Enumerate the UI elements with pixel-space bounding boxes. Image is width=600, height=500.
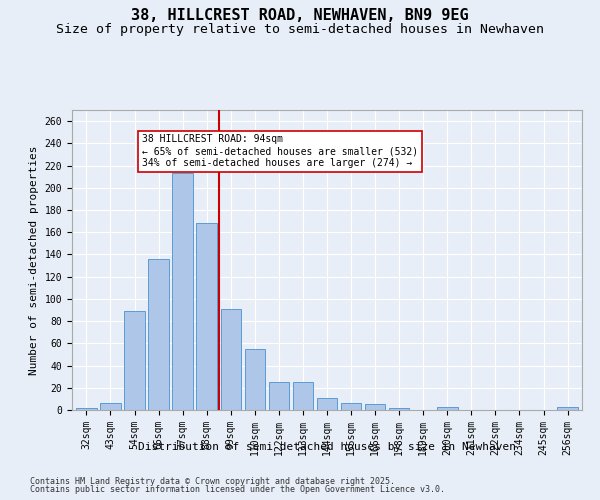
Bar xyxy=(245,349,265,410)
Bar xyxy=(124,311,145,410)
Bar xyxy=(557,406,578,410)
Text: 38 HILLCREST ROAD: 94sqm
← 65% of semi-detached houses are smaller (532)
34% of : 38 HILLCREST ROAD: 94sqm ← 65% of semi-d… xyxy=(142,134,418,168)
Text: 38, HILLCREST ROAD, NEWHAVEN, BN9 9EG: 38, HILLCREST ROAD, NEWHAVEN, BN9 9EG xyxy=(131,8,469,22)
Bar xyxy=(365,404,385,410)
Bar xyxy=(317,398,337,410)
Bar xyxy=(76,408,97,410)
Bar xyxy=(269,382,289,410)
Y-axis label: Number of semi-detached properties: Number of semi-detached properties xyxy=(29,145,39,375)
Text: Size of property relative to semi-detached houses in Newhaven: Size of property relative to semi-detach… xyxy=(56,22,544,36)
Text: Contains HM Land Registry data © Crown copyright and database right 2025.: Contains HM Land Registry data © Crown c… xyxy=(30,477,395,486)
Text: Contains public sector information licensed under the Open Government Licence v3: Contains public sector information licen… xyxy=(30,485,445,494)
Bar xyxy=(196,224,217,410)
Bar xyxy=(100,404,121,410)
Bar xyxy=(221,309,241,410)
Bar xyxy=(341,404,361,410)
Bar xyxy=(148,259,169,410)
Bar xyxy=(389,408,409,410)
Bar xyxy=(437,406,458,410)
Bar xyxy=(172,174,193,410)
Text: Distribution of semi-detached houses by size in Newhaven: Distribution of semi-detached houses by … xyxy=(138,442,516,452)
Bar xyxy=(293,382,313,410)
